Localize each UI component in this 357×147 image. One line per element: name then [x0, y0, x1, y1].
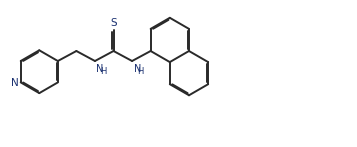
- Text: H: H: [100, 67, 107, 76]
- Text: S: S: [110, 18, 117, 28]
- Text: N: N: [96, 64, 104, 74]
- Text: H: H: [137, 67, 144, 76]
- Text: N: N: [11, 78, 19, 88]
- Text: N: N: [134, 64, 141, 74]
